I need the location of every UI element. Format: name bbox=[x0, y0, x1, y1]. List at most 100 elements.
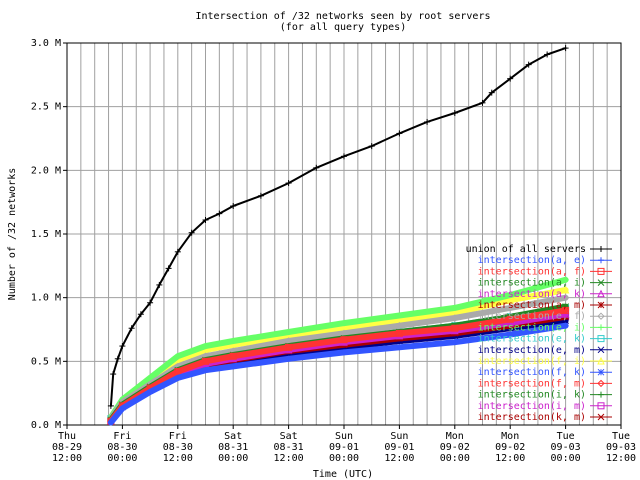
data-point bbox=[506, 304, 514, 312]
data-point bbox=[341, 153, 347, 160]
legend-marker bbox=[598, 246, 604, 252]
y-axis-label: Number of /32 networks bbox=[7, 168, 18, 300]
x-tick-label: Sun bbox=[335, 431, 353, 442]
x-tick-label: 09-02 bbox=[440, 442, 470, 453]
data-point bbox=[562, 276, 569, 283]
data-point bbox=[107, 419, 114, 426]
data-point bbox=[174, 353, 181, 360]
y-tick-label: 0.5 M bbox=[31, 356, 61, 367]
data-point bbox=[506, 319, 515, 327]
data-point bbox=[285, 329, 292, 336]
data-point bbox=[165, 265, 172, 272]
data-point bbox=[285, 355, 292, 362]
legend-marker bbox=[597, 267, 605, 275]
marker-shape bbox=[451, 324, 459, 332]
data-point bbox=[147, 299, 154, 306]
data-point bbox=[506, 296, 515, 304]
series-line bbox=[109, 47, 567, 407]
marker-shape bbox=[506, 304, 514, 312]
data-point bbox=[216, 210, 223, 217]
data-point bbox=[202, 343, 209, 350]
marker-shape bbox=[285, 343, 293, 351]
marker-stroke bbox=[597, 368, 605, 376]
data-point bbox=[128, 325, 135, 332]
marker-stroke bbox=[597, 301, 605, 309]
data-point bbox=[119, 343, 126, 350]
data-point bbox=[107, 402, 114, 409]
legend-label: intersection(a, f) bbox=[478, 266, 586, 277]
legend-marker bbox=[597, 402, 605, 410]
x-tick-label: Sat bbox=[280, 431, 298, 442]
legend-label: intersection(i, k) bbox=[478, 390, 586, 401]
x-tick-label: 09-03 bbox=[551, 442, 581, 453]
legend-label: intersection(a, k) bbox=[478, 289, 586, 300]
data-point bbox=[156, 281, 163, 288]
legend-marker bbox=[598, 257, 604, 264]
chart-subtitle: (for all query types) bbox=[280, 22, 406, 33]
legend-label: intersection(a, m) bbox=[478, 300, 586, 311]
legend-label: intersection(a, e) bbox=[478, 255, 586, 266]
legend-marker bbox=[597, 279, 605, 286]
marker-shape bbox=[229, 352, 237, 360]
data-point bbox=[230, 363, 237, 370]
marker-shape bbox=[597, 335, 605, 343]
data-point bbox=[174, 374, 181, 381]
legend-marker bbox=[598, 391, 604, 398]
data-point bbox=[451, 339, 458, 346]
data-point bbox=[544, 51, 551, 58]
data-point bbox=[561, 285, 570, 294]
x-tick-label: 08-30 bbox=[107, 442, 137, 453]
marker-shape bbox=[597, 402, 605, 410]
legend-marker bbox=[597, 368, 605, 376]
data-point bbox=[451, 304, 458, 311]
series-intersection-a-f bbox=[107, 306, 570, 425]
x-tick-label: Tue bbox=[557, 431, 575, 442]
marker-shape bbox=[561, 285, 570, 294]
x-tick-label: Sat bbox=[224, 431, 242, 442]
data-point bbox=[561, 310, 570, 318]
data-point bbox=[507, 331, 514, 338]
legend-label: intersection(e, f) bbox=[478, 311, 586, 322]
legend-marker bbox=[597, 413, 605, 421]
y-tick-label: 1.5 M bbox=[31, 229, 61, 240]
y-axis: 0.0 M 0.5 M 1.0 M 1.5 M 2.0 M 2.5 M 3.0 M bbox=[31, 38, 67, 431]
x-tick-label: Fri bbox=[113, 431, 131, 442]
marker-shape bbox=[561, 310, 570, 318]
data-point bbox=[396, 130, 403, 137]
marker-shape bbox=[597, 379, 605, 388]
legend-marker bbox=[598, 324, 604, 331]
legend-marker bbox=[597, 312, 605, 320]
legend-marker bbox=[597, 335, 605, 343]
series-line bbox=[107, 276, 569, 421]
data-point bbox=[488, 89, 495, 96]
data-point bbox=[285, 343, 293, 351]
series-group bbox=[107, 45, 570, 426]
x-tick-label: 09-01 bbox=[329, 442, 359, 453]
x-tick-label: 12:00 bbox=[52, 453, 82, 464]
x-tick-label: 08-30 bbox=[163, 442, 193, 453]
marker-shape bbox=[395, 329, 403, 337]
data-point bbox=[424, 118, 431, 125]
marker-shape bbox=[340, 336, 348, 344]
data-point bbox=[395, 329, 403, 337]
data-point bbox=[114, 355, 121, 362]
x-tick-label: 00:00 bbox=[329, 453, 359, 464]
x-tick-label: 08-29 bbox=[52, 442, 82, 453]
x-tick-label: Tue bbox=[612, 431, 630, 442]
data-point bbox=[174, 248, 181, 255]
x-tick-label: Mon bbox=[446, 431, 464, 442]
data-point bbox=[230, 337, 237, 344]
x-tick-label: 12:00 bbox=[606, 453, 636, 464]
marker-shape bbox=[506, 296, 515, 304]
data-point bbox=[451, 324, 459, 332]
marker-shape bbox=[174, 368, 182, 376]
legend-label: intersection(e, i) bbox=[478, 322, 586, 333]
legend-label: intersection(f, m) bbox=[478, 378, 586, 389]
data-point bbox=[506, 315, 514, 323]
x-tick-label: 08-31 bbox=[274, 442, 304, 453]
marker-shape bbox=[597, 356, 605, 365]
marker-shape bbox=[395, 321, 404, 330]
legend-label: intersection(i, m) bbox=[478, 401, 586, 412]
marker-shape bbox=[562, 306, 570, 314]
